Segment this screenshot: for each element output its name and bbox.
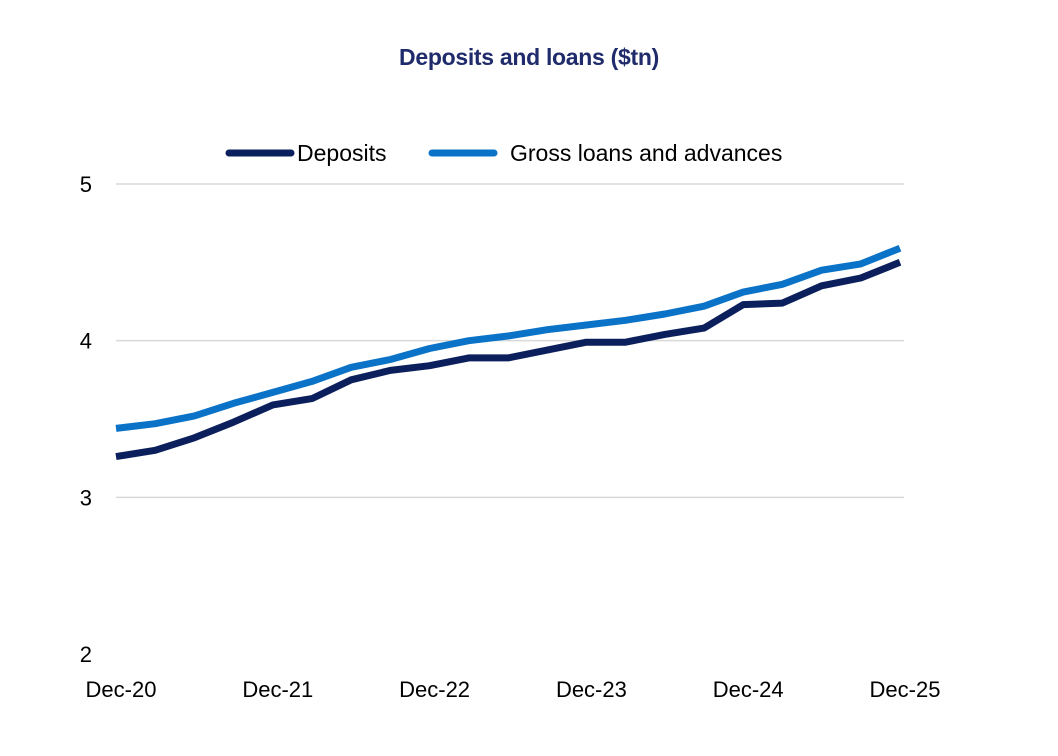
- y-tick-label: 2: [80, 642, 92, 667]
- x-tick-label: Dec-25: [870, 677, 941, 702]
- y-tick-label: 5: [80, 172, 92, 197]
- x-tick-label: Dec-23: [556, 677, 627, 702]
- legend-label: Deposits: [297, 140, 386, 166]
- x-tick-label: Dec-20: [86, 677, 157, 702]
- y-tick-label: 4: [80, 329, 92, 354]
- legend-label: Gross loans and advances: [510, 140, 782, 166]
- x-tick-label: Dec-24: [713, 677, 784, 702]
- y-tick-label: 3: [80, 485, 92, 510]
- series-line-gross-loans: [115, 244, 902, 432]
- x-tick-label: Dec-21: [242, 677, 313, 702]
- chart-title: Deposits and loans ($tn): [399, 44, 659, 70]
- x-tick-label: Dec-22: [399, 677, 470, 702]
- series-line-deposits: [115, 259, 902, 461]
